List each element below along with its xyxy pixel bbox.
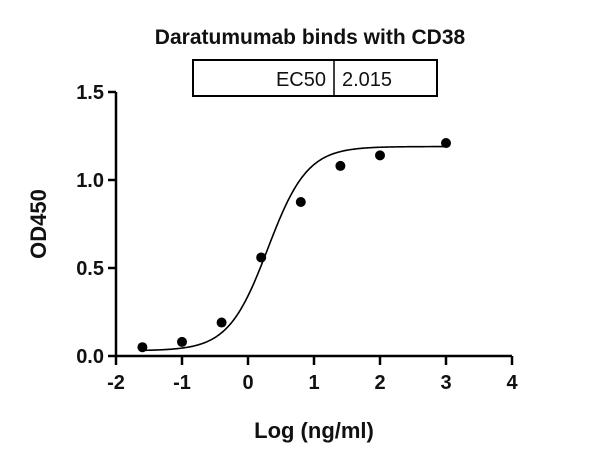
data-point xyxy=(335,160,346,171)
y-tick-label: 0.5 xyxy=(76,258,104,280)
data-point xyxy=(216,317,227,328)
x-tick-label: 2 xyxy=(374,372,385,394)
x-axis-label: Log (ng/ml) xyxy=(254,418,374,443)
x-tick-label: 0 xyxy=(242,372,253,394)
y-axis-ticks: 0.0 0.5 1.0 1.5 xyxy=(76,82,116,368)
data-point xyxy=(256,252,267,263)
y-tick-label: 0.0 xyxy=(76,346,104,368)
x-tick-label: 1 xyxy=(308,372,319,394)
axes xyxy=(114,92,512,358)
data-point xyxy=(295,197,306,207)
y-tick-label: 1.0 xyxy=(76,170,104,192)
data-point xyxy=(137,342,148,353)
x-tick-label: -2 xyxy=(107,372,125,394)
chart-title: Daratumumab binds with CD38 xyxy=(155,26,466,49)
y-tick-label: 1.5 xyxy=(76,82,104,104)
data-point xyxy=(375,150,385,161)
data-points xyxy=(137,138,451,353)
fit-curve xyxy=(142,145,447,352)
x-tick-label: -1 xyxy=(173,372,191,394)
x-tick-label: 4 xyxy=(506,372,518,394)
x-axis-ticks: -2 -1 0 1 2 3 4 xyxy=(107,356,518,394)
y-axis-label: OD450 xyxy=(26,189,51,259)
data-point xyxy=(177,336,187,347)
data-point xyxy=(441,138,451,149)
x-tick-label: 3 xyxy=(440,372,451,394)
ec50-value: 2.015 xyxy=(342,69,392,91)
ec50-label: EC50 xyxy=(276,69,326,91)
ec50-table: EC50 2.015 xyxy=(192,59,438,97)
